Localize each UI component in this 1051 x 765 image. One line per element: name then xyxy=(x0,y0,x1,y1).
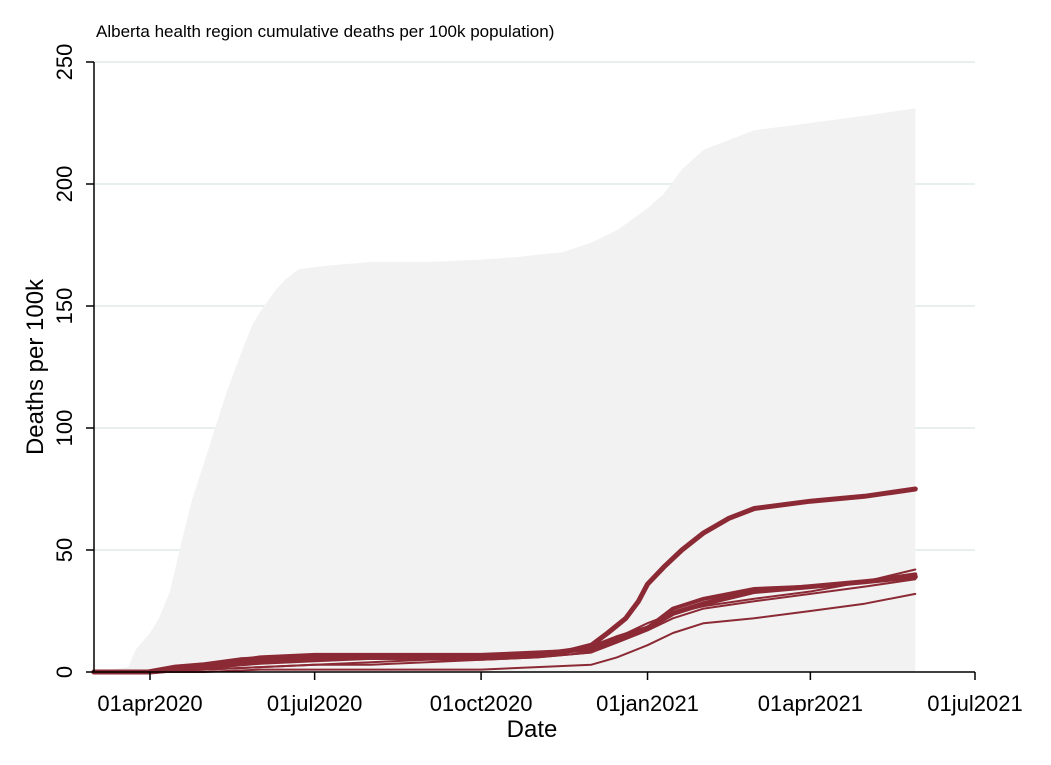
x-tick-label: 01jan2021 xyxy=(596,691,699,716)
x-tick-label: 01apr2020 xyxy=(97,691,202,716)
y-tick-label: 250 xyxy=(52,44,77,81)
y-tick-label: 150 xyxy=(52,288,77,325)
x-tick-label: 01oct2020 xyxy=(430,691,533,716)
series-line-3 xyxy=(91,572,918,674)
axes xyxy=(93,62,975,673)
series-line-5 xyxy=(92,578,917,673)
y-axis-title: Deaths per 100k xyxy=(22,278,49,455)
x-tick-label: 01apr2021 xyxy=(758,691,863,716)
y-tick-label: 0 xyxy=(52,666,77,678)
y-tick-label: 100 xyxy=(52,410,77,447)
x-axis-title: Date xyxy=(507,716,558,743)
x-tick-label: 01jul2020 xyxy=(267,691,362,716)
chart-title: Alberta health region cumulative deaths … xyxy=(96,22,554,41)
x-tick-label: 01jul2021 xyxy=(927,691,1022,716)
y-tick-label: 50 xyxy=(52,538,77,562)
series-line-6 xyxy=(92,592,917,673)
ticks: 0 50 100 150 200 250 01apr2020 01jul2020 01oct20… xyxy=(52,44,1023,716)
y-tick-label: 200 xyxy=(52,166,77,203)
series-lines xyxy=(91,486,918,675)
